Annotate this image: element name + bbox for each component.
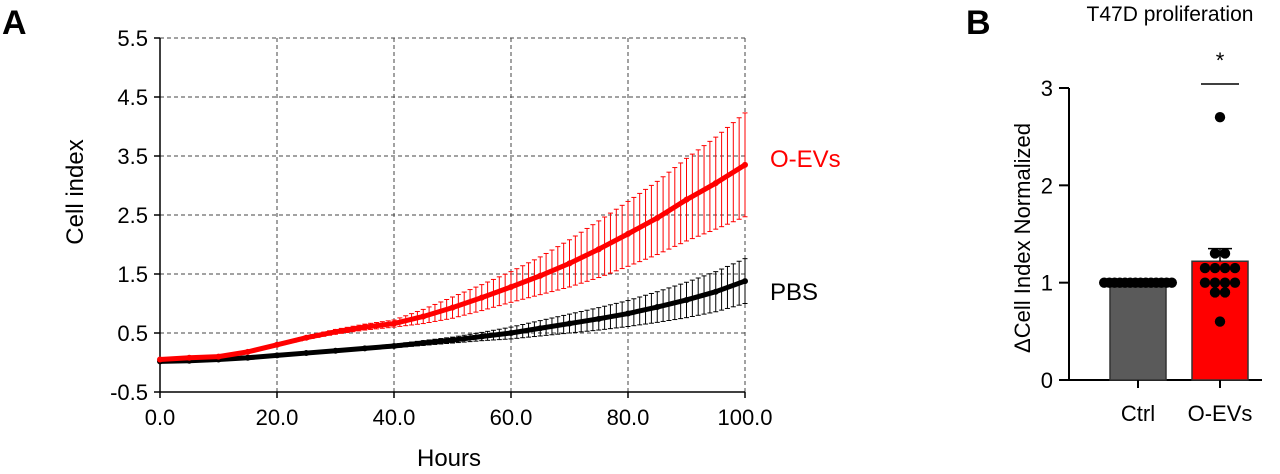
data-point — [420, 313, 427, 320]
panel-b-ylabel: ΔCell Index Normalized — [1010, 123, 1035, 353]
data-point — [1209, 262, 1221, 274]
data-point — [274, 352, 280, 359]
data-point — [742, 278, 748, 285]
y-tick-label: 3 — [1041, 76, 1053, 101]
data-point — [742, 161, 748, 168]
x-tick-label: 40.0 — [373, 405, 416, 430]
data-point — [420, 340, 427, 347]
panel-a-ylabel: Cell index — [62, 139, 89, 244]
data-point — [215, 353, 222, 360]
data-point — [683, 196, 690, 203]
series-o-evs — [157, 112, 748, 363]
y-tick-label: 2.5 — [117, 203, 148, 228]
data-point — [1199, 262, 1211, 274]
data-point — [303, 334, 310, 341]
y-tick-label: 4.5 — [117, 85, 148, 110]
data-point — [361, 345, 368, 352]
data-point — [449, 337, 456, 344]
data-point — [1229, 277, 1241, 288]
data-point — [274, 341, 280, 348]
panel-b-label: B — [966, 4, 991, 42]
panel-b-title: T47D proliferation — [1087, 3, 1254, 26]
data-point — [1209, 248, 1221, 259]
data-point — [391, 320, 397, 327]
x-tick-label: 60.0 — [490, 405, 533, 430]
y-tick-label: 1 — [1041, 271, 1053, 296]
panel-b-ticks: 0 1 2 3 Ctrl O-EVs — [1041, 76, 1253, 426]
data-point — [712, 180, 719, 187]
legend-o-evs: O-EVs — [770, 146, 841, 173]
data-point — [1209, 277, 1221, 288]
data-point — [537, 325, 544, 332]
panel-b-points — [1099, 83, 1241, 327]
series-pbs — [157, 258, 748, 365]
data-point — [654, 214, 661, 221]
data-point — [566, 320, 573, 327]
data-point — [566, 260, 573, 267]
y-tick-label: -0.5 — [110, 380, 148, 405]
y-tick-label: 0.5 — [117, 321, 148, 346]
panel-a-ticks: -0.5 0.5 1.5 2.5 3.5 4.5 5.5 0.0 20.0 40.0 60.0 80.… — [110, 26, 772, 430]
data-point — [361, 324, 368, 331]
panel-a-xlabel: Hours — [417, 445, 481, 469]
y-tick-label: 2 — [1041, 173, 1053, 198]
data-point — [244, 348, 251, 355]
data-point — [332, 328, 339, 335]
bar-ctrl — [1109, 281, 1167, 381]
data-point — [625, 310, 631, 317]
panel-a-plot: -0.5 0.5 1.5 2.5 3.5 4.5 5.5 0.0 20.0 40.0 60.0 80.… — [110, 26, 772, 430]
data-point — [186, 354, 193, 361]
data-point — [1219, 248, 1231, 259]
data-point — [537, 272, 544, 279]
data-point — [391, 342, 397, 349]
panel-a-label: A — [2, 4, 27, 42]
x-tick-label: 20.0 — [256, 405, 299, 430]
data-point — [1209, 287, 1221, 298]
data-point — [478, 333, 485, 340]
data-point — [244, 354, 251, 361]
data-point — [508, 283, 514, 290]
data-point — [1214, 316, 1226, 327]
data-point — [595, 315, 602, 322]
data-point — [625, 230, 631, 237]
data-point — [1219, 287, 1231, 298]
data-point — [508, 330, 514, 336]
data-point — [683, 296, 690, 303]
significance-star: * — [1216, 48, 1225, 73]
x-tick-label: 0.0 — [145, 405, 176, 430]
x-tick-label: Ctrl — [1121, 401, 1155, 426]
data-point — [1229, 262, 1241, 274]
x-tick-label: 80.0 — [607, 405, 650, 430]
panel-b-plot: 0 1 2 3 Ctrl O-EVs — [1041, 76, 1262, 426]
data-point — [654, 304, 661, 311]
data-point — [449, 304, 456, 311]
panel-a-series — [157, 112, 748, 365]
x-tick-label: 100.0 — [717, 405, 772, 430]
data-point — [1166, 277, 1178, 288]
data-point — [332, 347, 339, 354]
data-point — [712, 288, 719, 295]
data-point — [157, 356, 163, 363]
data-point — [1214, 112, 1226, 123]
data-point — [1219, 277, 1231, 288]
y-tick-label: 3.5 — [117, 144, 148, 169]
y-tick-label: 1.5 — [117, 262, 148, 287]
y-tick-label: 5.5 — [117, 26, 148, 51]
data-point — [595, 246, 602, 253]
data-point — [478, 294, 485, 301]
y-tick-label: 0 — [1041, 368, 1053, 393]
data-point — [303, 350, 310, 357]
x-tick-label: O-EVs — [1188, 401, 1253, 426]
legend-pbs: PBS — [770, 279, 818, 306]
data-point — [1199, 277, 1211, 288]
data-point — [1219, 262, 1231, 274]
